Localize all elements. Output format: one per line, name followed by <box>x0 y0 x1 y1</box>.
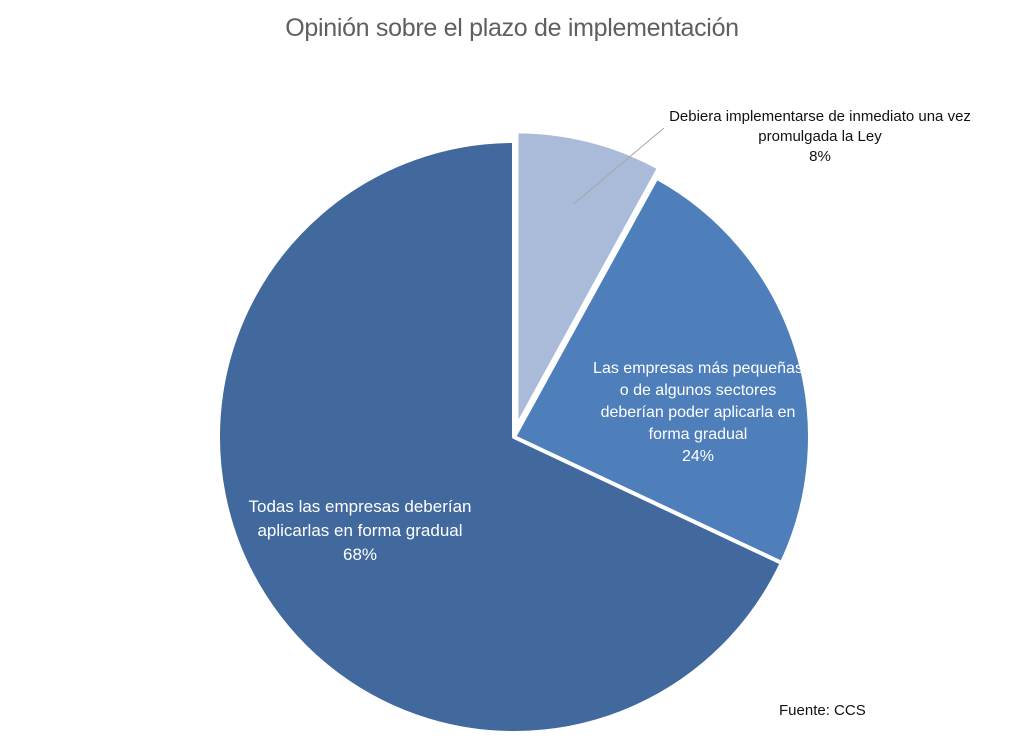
slice-value-label-3: 68% <box>343 545 377 564</box>
chart-title: Opinión sobre el plazo de implementación <box>285 14 739 42</box>
slice-category-label-2: forma gradual <box>649 426 748 443</box>
slice-category-label-2: o de algunos sectores <box>620 382 777 399</box>
pie-slice-2 <box>512 175 812 566</box>
source-note: Fuente: CCS <box>779 702 866 719</box>
leader-line-1 <box>573 127 665 205</box>
slice-category-label-1: promulgada la Ley <box>758 128 882 145</box>
slice-category-label-1: Debiera implementarse de inmediato una v… <box>669 108 971 125</box>
slice-category-label-2: Las empresas más pequeñas <box>593 360 803 377</box>
pie-slice-3 <box>216 139 784 735</box>
pie-slice-1 <box>514 129 662 430</box>
pie-labels: Debiera implementarse de inmediato una v… <box>248 108 970 564</box>
slice-value-label-1: 8% <box>809 148 831 165</box>
slice-value-label-2: 24% <box>682 448 714 465</box>
slice-category-label-3: aplicarlas en forma gradual <box>257 521 462 540</box>
slice-category-label-2: deberían poder aplicarla en <box>601 404 796 421</box>
slice-category-label-3: Todas las empresas deberían <box>248 497 471 516</box>
pie-slices <box>216 129 812 735</box>
